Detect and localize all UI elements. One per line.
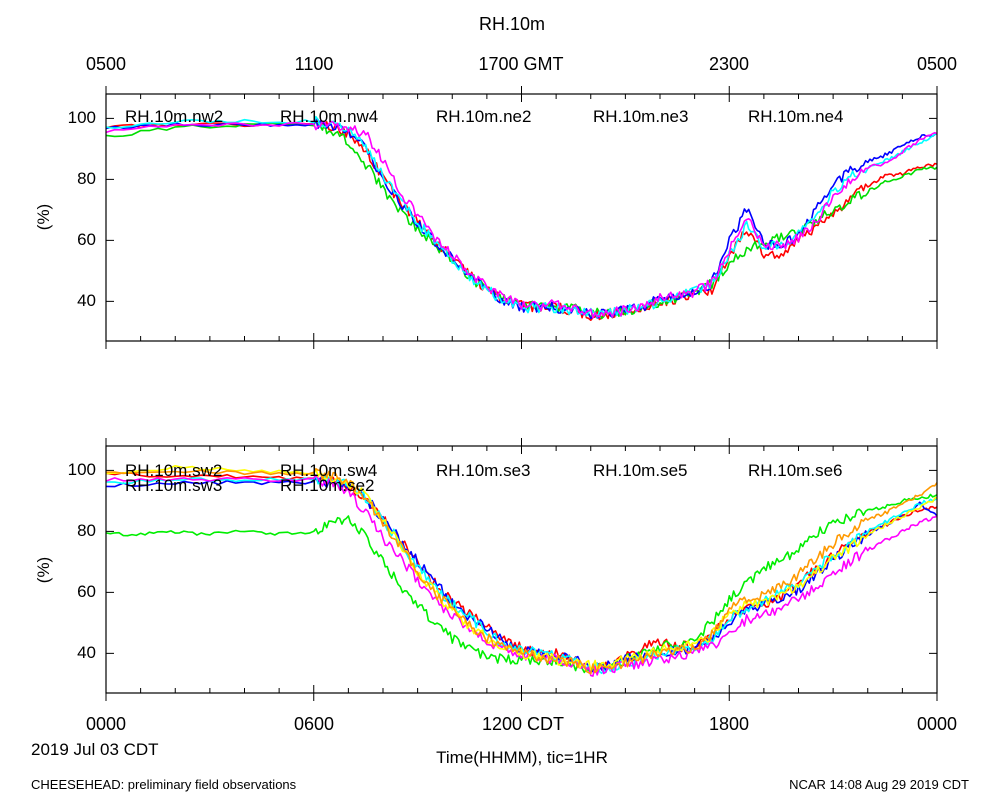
y-tick-label: 80: [77, 521, 96, 540]
footer-left: CHEESEHEAD: preliminary field observatio…: [31, 777, 297, 792]
panel-bottom-legend: RH.10m.sw2 RH.10m.sw3 RH.10m.sw4 RH.10m.…: [125, 461, 842, 495]
panel-top: 40 60 80 100 (%) RH.10m.nw2 RH.10m.nw4 RH.1…: [34, 86, 938, 349]
legend-entry: RH.10m.ne4: [748, 107, 843, 126]
panel-bottom: 40 60 80 100 (%) RH.10m.sw2 RH.10m.sw3 RH.1…: [34, 438, 938, 701]
bottom-axis-tick-label: 0000: [86, 714, 126, 734]
top-axis-tick-label: 2300: [709, 54, 749, 74]
y-tick-label: 40: [77, 643, 96, 662]
bottom-axis-tick-label: 0000: [917, 714, 957, 734]
top-axis-tick-label: 0500: [86, 54, 126, 74]
series-line-rh-10m-se5: [105, 464, 938, 671]
panel-top-ticks: 40 60 80 100: [68, 86, 938, 349]
panel-bottom-lines: [105, 464, 938, 677]
y-tick-label: 60: [77, 582, 96, 601]
top-axis-tick-label: 1100: [295, 54, 334, 74]
panel-top-legend: RH.10m.nw2 RH.10m.nw4 RH.10m.ne2 RH.10m.…: [125, 107, 843, 126]
panel-bottom-frame: [105, 445, 938, 694]
legend-entry: RH.10m.nw4: [280, 107, 378, 126]
y-tick-label: 100: [68, 460, 96, 479]
top-axis-labels: 0500 1100 1700 GMT 2300 0500: [86, 54, 957, 74]
legend-entry: RH.10m.ne3: [593, 107, 688, 126]
y-tick-label: 100: [68, 108, 96, 127]
y-tick-label: 60: [77, 230, 96, 249]
top-axis-tick-label: 0500: [917, 54, 957, 74]
panel-top-frame: [105, 93, 938, 342]
bottom-axis-tick-label: 1200 CDT: [482, 714, 564, 734]
panel-top-ylabel: (%): [34, 204, 53, 230]
legend-entry: RH.10m.sw2: [125, 461, 222, 480]
y-tick-label: 40: [77, 291, 96, 310]
series-line-rh-10m-ne4: [105, 120, 938, 319]
series-line-rh-10m-se6: [105, 467, 938, 675]
bottom-axis-tick-label: 0600: [294, 714, 334, 734]
date-label: 2019 Jul 03 CDT: [31, 740, 159, 759]
panel-bottom-ylabel: (%): [34, 557, 53, 583]
legend-entry: RH.10m.se6: [748, 461, 842, 480]
footer-right: NCAR 14:08 Aug 29 2019 CDT: [789, 777, 969, 792]
bottom-axis-labels: 0000 0600 1200 CDT 1800 0000: [86, 714, 957, 734]
panel-top-lines: [105, 115, 938, 322]
legend-entry: RH.10m.ne2: [436, 107, 531, 126]
series-line-rh-10m-sw3: [105, 493, 938, 674]
page-title: RH.10m: [479, 14, 545, 34]
y-tick-label: 80: [77, 169, 96, 188]
bottom-axis-tick-label: 1800: [709, 714, 749, 734]
legend-entry: RH.10m.se2: [280, 476, 374, 495]
legend-entry: RH.10m.se3: [436, 461, 530, 480]
legend-entry: RH.10m.se5: [593, 461, 687, 480]
legend-entry: RH.10m.sw3: [125, 476, 222, 495]
legend-entry: RH.10m.nw2: [125, 107, 223, 126]
panel-bottom-ticks: 40 60 80 100: [68, 438, 938, 701]
legend-entry: RH.10m.sw4: [280, 461, 377, 480]
top-axis-tick-label: 1700 GMT: [478, 54, 563, 74]
x-axis-label: Time(HHMM), tic=1HR: [436, 748, 608, 767]
